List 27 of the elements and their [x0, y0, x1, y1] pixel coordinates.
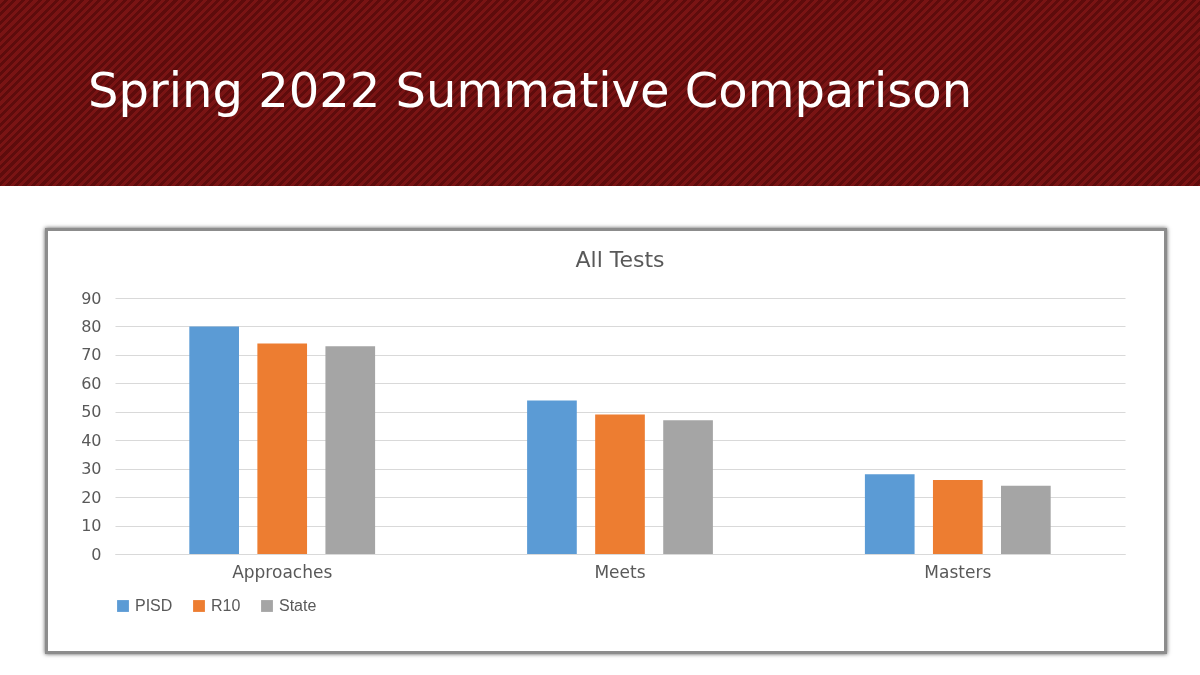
x-tick-label: Approaches [232, 561, 333, 582]
y-tick-label: 70 [81, 345, 102, 365]
x-tick-label: Meets [594, 561, 646, 582]
y-tick-label: 10 [81, 516, 102, 536]
chart-subtitle: All Tests [575, 247, 665, 272]
x-tick-label: Masters [924, 561, 992, 582]
legend-label: R10 [211, 597, 241, 614]
bar [527, 400, 577, 554]
y-tick-label: 90 [81, 288, 102, 308]
legend-label: State [279, 597, 317, 614]
y-tick-label: 40 [81, 430, 102, 450]
y-tick-label: 80 [81, 316, 102, 336]
bar [663, 420, 713, 554]
y-tick-label: 60 [81, 373, 102, 393]
bar [325, 346, 376, 554]
chart-title: Spring 2022 Summative Comparison [88, 62, 973, 118]
y-tick-label: 50 [81, 402, 102, 422]
bar [1001, 485, 1051, 554]
bar [595, 414, 645, 554]
y-tick-label: 30 [81, 459, 102, 479]
bar [864, 474, 915, 554]
bar [932, 480, 983, 554]
y-tick-label: 20 [81, 487, 102, 507]
legend-label: PISD [135, 597, 173, 614]
bar [257, 343, 308, 554]
bar [189, 326, 239, 554]
y-tick-label: 0 [91, 544, 102, 564]
